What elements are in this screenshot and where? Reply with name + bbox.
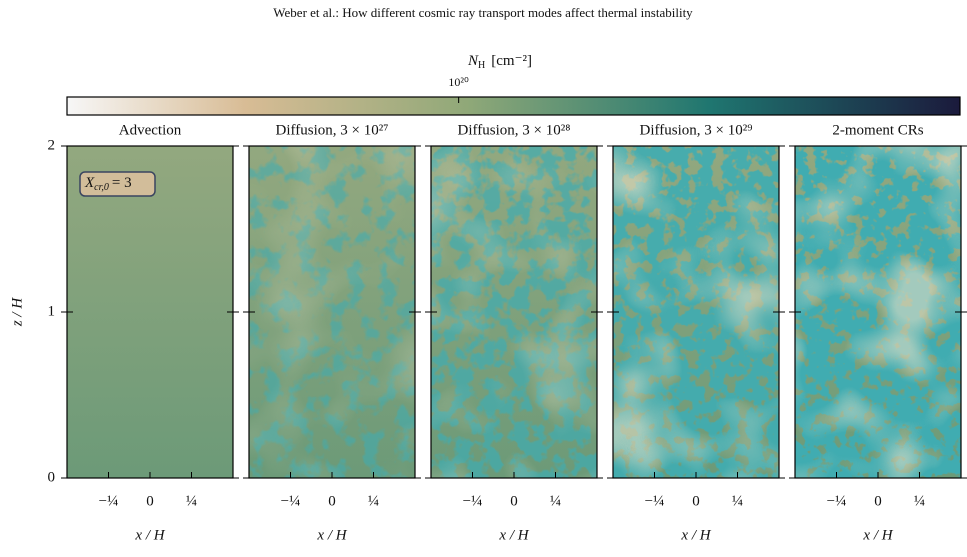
x-tick-label: 0 — [874, 493, 882, 509]
panel-title: Diffusion, 3 × 10²⁸ — [458, 122, 571, 138]
x-tick-label: −¼ — [99, 493, 119, 509]
image-texture — [249, 146, 415, 478]
image-texture — [431, 146, 597, 478]
x-tick-label: ¼ — [550, 493, 561, 509]
x-tick-label: ¼ — [914, 493, 925, 509]
subscript: cr,0 — [94, 182, 109, 193]
x-tick-label: −¼ — [463, 493, 483, 509]
panel-title: 2-moment CRs — [832, 122, 923, 138]
subscript: H — [478, 60, 485, 71]
symbol: X — [84, 175, 95, 191]
symbol: N — [467, 53, 479, 69]
panel-title: Diffusion, 3 × 10²⁷ — [276, 122, 389, 138]
y-tick-label: 2 — [48, 137, 56, 153]
annotation: Xcr,0 = 3 — [84, 175, 132, 193]
x-tick-label: 0 — [692, 493, 700, 509]
x-axis-label: x / H — [134, 527, 165, 543]
x-tick-label: ¼ — [186, 493, 197, 509]
x-tick-label: 0 — [146, 493, 154, 509]
x-tick-label: −¼ — [281, 493, 301, 509]
colorbar — [66, 96, 961, 116]
y-axis-label: z / H — [9, 297, 25, 328]
unit: [cm⁻²] — [491, 53, 532, 69]
x-tick-label: ¼ — [732, 493, 743, 509]
x-axis-label: x / H — [680, 527, 711, 543]
x-tick-label: ¼ — [368, 493, 379, 509]
image-texture — [795, 146, 961, 478]
panel-title: Diffusion, 3 × 10²⁹ — [640, 122, 753, 138]
x-axis-label: x / H — [862, 527, 893, 543]
x-tick-label: −¼ — [827, 493, 847, 509]
image-texture — [613, 146, 779, 478]
x-tick-label: 0 — [510, 493, 518, 509]
x-axis-label: x / H — [498, 527, 529, 543]
colorbar-label: NH [cm⁻²] — [467, 53, 532, 71]
x-tick-label: −¼ — [645, 493, 665, 509]
panel-title: Advection — [119, 122, 182, 138]
header: Weber et al.: How different cosmic ray t… — [273, 5, 693, 20]
colorbar-tick-label: 10²⁰ — [448, 75, 469, 89]
x-tick-label: 0 — [328, 493, 336, 509]
image-base — [67, 146, 233, 478]
y-tick-label: 1 — [48, 303, 56, 319]
y-tick-label: 0 — [48, 469, 56, 485]
rest: = 3 — [112, 175, 132, 191]
x-axis-label: x / H — [316, 527, 347, 543]
annotation-box — [79, 171, 156, 197]
